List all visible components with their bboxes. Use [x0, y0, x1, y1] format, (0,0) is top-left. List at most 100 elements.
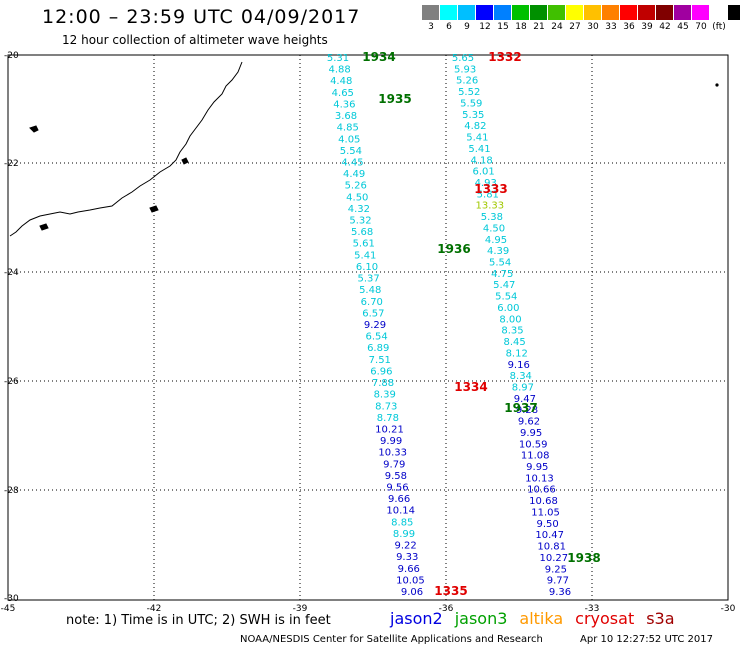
wave-height-value: 9.33	[396, 552, 418, 563]
wave-height-value: 8.99	[393, 529, 415, 540]
pass-time-label: 1936	[437, 242, 470, 256]
wave-height-value: 5.41	[468, 144, 490, 155]
satellite-legend-item: jason2	[390, 609, 443, 628]
wave-height-value: 5.26	[345, 181, 367, 192]
wave-height-value: 6.10	[356, 262, 378, 273]
wave-height-value: 10.66	[527, 485, 556, 496]
pass-time-label: 1335	[434, 584, 467, 598]
satellite-legend-item: cryosat	[575, 609, 635, 628]
color-scale-label: 27	[569, 22, 581, 32]
wave-height-value: 9.28	[516, 405, 538, 416]
wave-height-value: 10.33	[378, 448, 407, 459]
pass-time-label: 1334	[454, 380, 487, 394]
color-scale-label: 39	[641, 22, 653, 32]
latitude-tick-label: -28	[4, 486, 19, 496]
wave-height-value: 9.77	[547, 576, 569, 587]
wave-height-value: 9.99	[380, 436, 402, 447]
wave-height-value: 4.88	[328, 65, 350, 76]
wave-height-value: 5.93	[454, 64, 476, 75]
axis-tick-labels: -45 -42 -39 -36 -33 -30 -20 -22 -24 -26 -28 -30	[1, 51, 736, 614]
wave-height-value: 9.25	[545, 564, 567, 575]
longitude-tick-label: -30	[721, 604, 736, 614]
wave-height-value: 5.81	[477, 189, 499, 200]
latitude-tick-label: -24	[4, 268, 19, 278]
wave-height-value: 9.16	[508, 360, 530, 371]
wave-height-value: 5.31	[327, 53, 349, 64]
wave-height-value: 10.59	[519, 439, 548, 450]
wave-height-value: 5.68	[351, 227, 373, 238]
satellite-legend-item: altika	[519, 609, 564, 628]
wave-height-value: 4.95	[485, 235, 507, 246]
wave-height-value: 4.18	[470, 155, 492, 166]
coastline	[9, 61, 243, 237]
color-scale-label: 42	[659, 22, 671, 32]
color-swatch	[656, 5, 674, 20]
wave-height-value: 5.41	[354, 250, 376, 261]
color-swatch	[530, 5, 548, 20]
pass-time-label: 1935	[378, 92, 411, 106]
map-grid	[8, 55, 728, 600]
wave-height-value: 8.35	[501, 326, 523, 337]
wave-height-value: 4.49	[343, 169, 365, 180]
wave-height-value: 4.75	[491, 269, 513, 280]
wave-height-value: 8.34	[510, 371, 532, 382]
wave-height-value: 5.26	[456, 76, 478, 87]
wave-height-value: 8.00	[499, 314, 521, 325]
pass-time-label: 1333	[474, 182, 507, 196]
island-dot	[715, 83, 719, 87]
color-scale-label: 6	[446, 22, 452, 32]
color-swatch	[692, 5, 710, 20]
color-swatch	[548, 5, 566, 20]
wave-height-value: 5.41	[466, 133, 488, 144]
wave-height-value: 9.36	[549, 587, 571, 598]
wave-height-value: 4.45	[341, 158, 363, 169]
color-scale-bar	[422, 5, 740, 20]
color-swatch	[602, 5, 620, 20]
wave-height-value: 8.73	[375, 401, 397, 412]
pass-time-label: 1332	[488, 50, 521, 64]
wave-height-value: 9.29	[364, 320, 386, 331]
wave-height-value: 9.56	[386, 483, 408, 494]
wave-height-value: 10.81	[537, 542, 566, 553]
longitude-tick-label: -39	[293, 604, 308, 614]
wave-height-value: 4.50	[483, 223, 505, 234]
wave-height-value: 4.05	[338, 134, 360, 145]
wave-height-value: 11.05	[531, 508, 560, 519]
wave-height-value: 11.08	[521, 451, 550, 462]
wave-height-value: 9.58	[385, 471, 407, 482]
footer-note: note: 1) Time is in UTC; 2) SWH is in fe…	[66, 613, 331, 628]
coastline-islands	[29, 125, 189, 231]
satellite-track-1: 5.314.884.484.654.363.684.854.055.544.45…	[327, 53, 425, 598]
wave-height-value: 10.14	[386, 506, 415, 517]
wave-height-value: 5.54	[489, 258, 511, 269]
wave-height-value: 10.21	[375, 425, 404, 436]
map-frame	[7, 54, 729, 601]
wave-height-value: 8.78	[377, 413, 399, 424]
color-swatch	[422, 5, 440, 20]
wave-height-value: 6.70	[361, 297, 383, 308]
wave-height-value: 4.32	[348, 204, 370, 215]
wave-height-value: 5.61	[353, 239, 375, 250]
color-swatch	[638, 5, 656, 20]
color-scale-labels: 3 6 9 12 15 18 21 24 27 30 33 36 39 42 45 70 (ft)	[422, 22, 728, 32]
color-swatch	[674, 5, 692, 20]
color-swatch	[710, 5, 728, 20]
satellite-legend-item: jason3	[454, 609, 508, 628]
color-scale-label: 24	[551, 22, 563, 32]
wave-height-value: 5.38	[481, 212, 503, 223]
color-swatch	[476, 5, 494, 20]
wave-height-value: 10.05	[396, 575, 425, 586]
color-swatch	[620, 5, 638, 20]
wave-height-value: 6.96	[370, 366, 392, 377]
wave-height-value: 9.62	[518, 417, 540, 428]
color-scale-label: 36	[623, 22, 635, 32]
wave-height-value: 10.27	[539, 553, 568, 564]
pass-time-label: 1938	[567, 551, 600, 565]
color-scale-label: 33	[605, 22, 617, 32]
color-scale-label: 12	[479, 22, 491, 32]
wave-height-value: 4.50	[346, 192, 368, 203]
wave-height-value: 5.59	[460, 98, 482, 109]
satellite-legend-item: s3a	[646, 609, 675, 628]
map-title: 12:00 – 23:59 UTC 04/09/2017	[42, 6, 361, 28]
wave-height-value: 10.13	[525, 473, 554, 484]
